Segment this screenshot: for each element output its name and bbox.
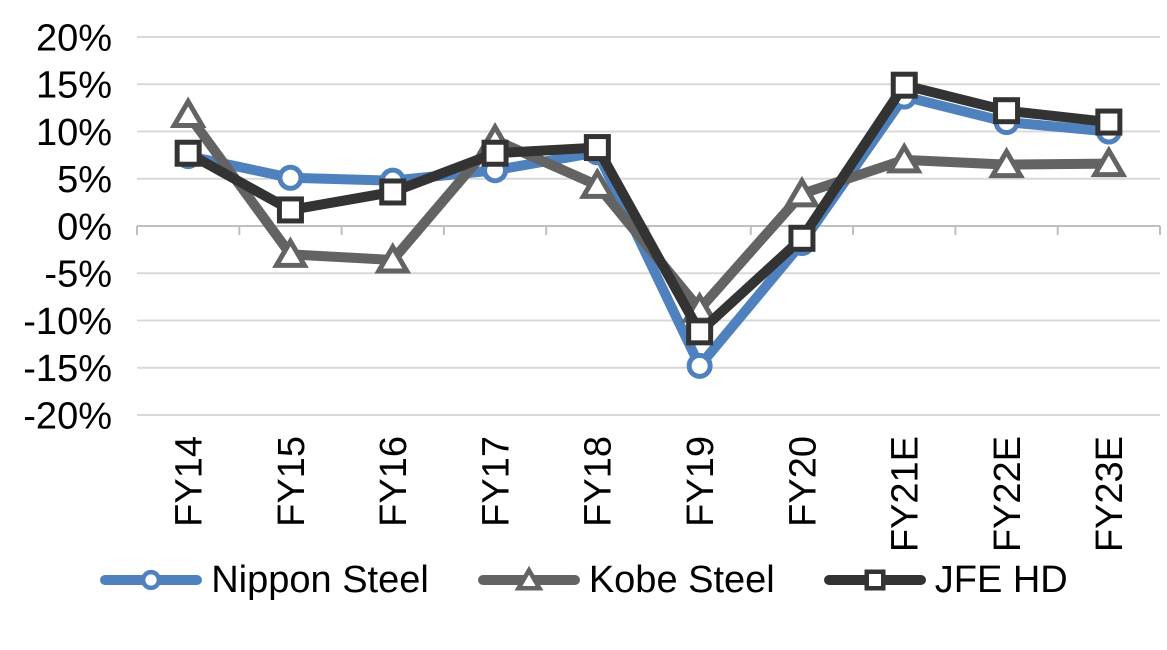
y-tick-label: -20% — [23, 395, 112, 437]
legend-glyph-circle — [100, 569, 203, 591]
square-marker — [481, 139, 509, 167]
legend: Nippon Steel Kobe Steel JFE HD — [0, 561, 1167, 599]
legend-label-nippon-steel: Nippon Steel — [211, 559, 429, 601]
triangle-marker — [783, 175, 821, 208]
square-marker — [686, 318, 714, 346]
legend-label-jfe-hd: JFE HD — [934, 559, 1068, 601]
legend-glyph-triangle — [477, 565, 580, 591]
square-marker — [993, 97, 1021, 125]
y-tick-label: -5% — [44, 254, 112, 296]
x-tick-label-fy23e: FY23E — [1089, 436, 1131, 552]
square-marker — [583, 134, 611, 162]
square-marker — [276, 196, 304, 224]
y-tick-label: 15% — [36, 65, 112, 107]
series-line-kobe-steel — [183, 109, 1114, 315]
series-line-nippon-steel — [183, 91, 1114, 371]
plot-area: 20% 15% 10% 5% 0% -5% -10% -15% -20% FY14 FY15 FY16… — [23, 17, 1161, 552]
x-tick-label-fy17: FY17 — [475, 436, 517, 527]
square-marker — [379, 178, 407, 206]
y-tick-label: -15% — [23, 348, 112, 390]
x-tick-label-fy19: FY19 — [680, 436, 722, 527]
triangle-marker — [988, 146, 1025, 179]
triangle-marker — [578, 167, 616, 199]
legend-item-nippon-steel: Nippon Steel — [99, 561, 429, 599]
circle-marker — [277, 164, 304, 191]
series-line-jfe-hd — [183, 80, 1114, 337]
x-tick-label-fy20: FY20 — [782, 436, 824, 527]
x-tick-label-fy14: FY14 — [168, 436, 210, 527]
legend-glyph-square — [823, 569, 926, 591]
triangle-marker — [885, 141, 923, 174]
triangle-marker — [374, 242, 412, 274]
triangle-marker — [272, 236, 309, 268]
square-marker — [890, 71, 918, 99]
x-tick-label-fy22e: FY22E — [987, 436, 1029, 552]
x-tick-label-fy16: FY16 — [373, 436, 415, 527]
y-tick-label: 20% — [36, 17, 112, 59]
y-tick-label: 10% — [36, 112, 112, 154]
circle-marker — [141, 569, 162, 591]
square-marker — [1095, 108, 1123, 136]
square-marker — [174, 139, 202, 167]
y-tick-label: 5% — [57, 159, 112, 201]
legend-item-jfe-hd: JFE HD — [823, 561, 1068, 599]
y-tick-label: 0% — [57, 206, 112, 248]
legend-item-kobe-steel: Kobe Steel — [477, 561, 775, 599]
legend-label-kobe-steel: Kobe Steel — [588, 559, 775, 601]
x-tick-label-fy21e: FY21E — [885, 436, 927, 552]
square-marker — [864, 569, 886, 591]
triangle-marker — [169, 96, 207, 128]
x-tick-label-fy18: FY18 — [578, 436, 620, 527]
x-tick-label-fy15: FY15 — [271, 436, 313, 527]
triangle-marker — [1090, 145, 1128, 178]
triangle-marker — [514, 565, 544, 591]
square-marker — [788, 224, 816, 252]
y-tick-label: -10% — [23, 301, 112, 343]
circle-marker — [686, 352, 713, 379]
